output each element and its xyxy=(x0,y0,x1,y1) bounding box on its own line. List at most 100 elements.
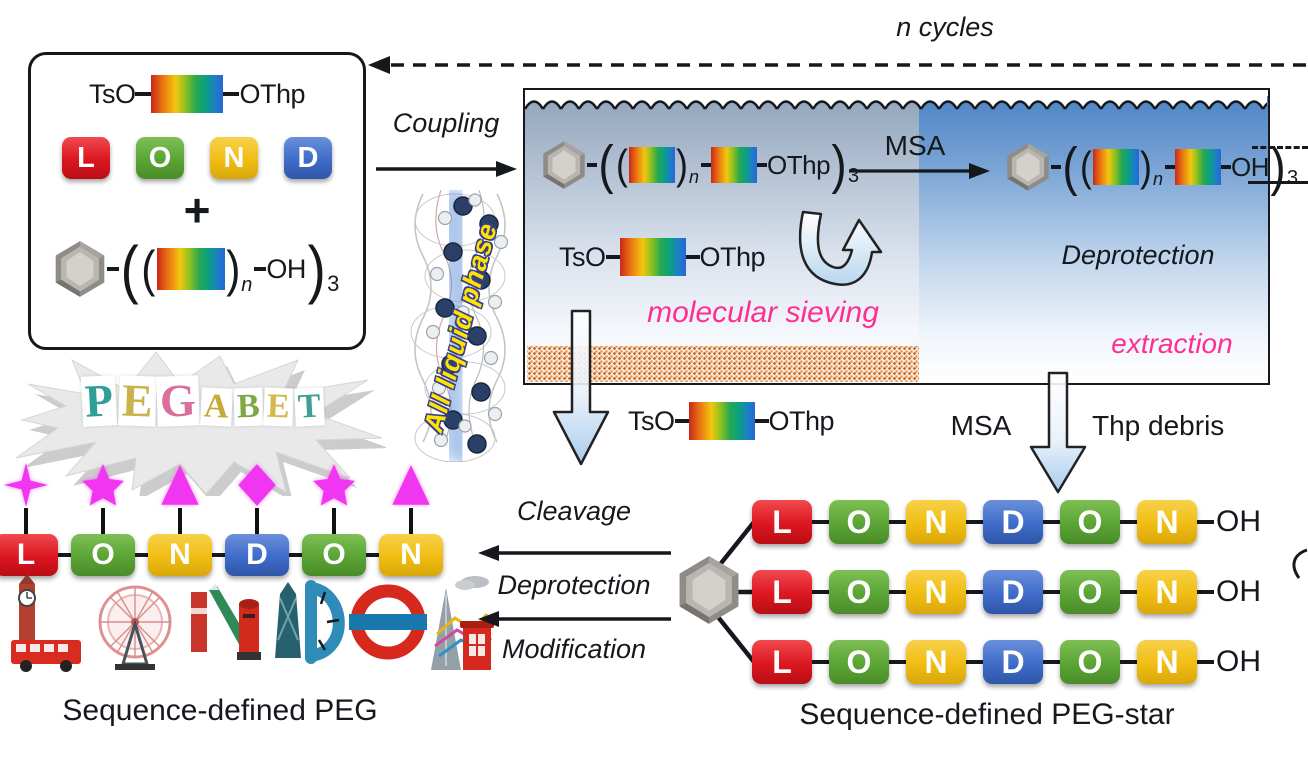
bond xyxy=(58,553,71,557)
oh-end-label: OH xyxy=(1216,575,1261,608)
monomer-block-O: O xyxy=(829,570,889,614)
bond xyxy=(254,267,267,271)
oh-label: OH xyxy=(1231,151,1270,182)
triangle-icon xyxy=(392,465,430,505)
oh-end-label: OH xyxy=(1216,645,1261,678)
bond xyxy=(966,520,983,524)
marker-stem xyxy=(255,508,259,534)
star-icon xyxy=(82,464,124,506)
monomer-block-O: O xyxy=(1060,570,1120,614)
bond xyxy=(223,92,240,96)
modification-label: Modification xyxy=(501,634,647,664)
arm-count-subscript: 3 xyxy=(327,271,340,296)
extraction-down-arrow xyxy=(1029,371,1087,494)
chain-unit: L xyxy=(0,462,58,576)
carbon-atoms xyxy=(435,196,499,454)
monomer-block-O: O xyxy=(829,640,889,684)
monomer-block-D: D xyxy=(983,500,1043,544)
pegabet-letter: A xyxy=(199,387,233,427)
monomer-block-L: L xyxy=(752,500,812,544)
marker-stem xyxy=(24,508,28,534)
inner-bracket-right: ) xyxy=(225,241,240,297)
pegabet-letter: B xyxy=(232,387,263,427)
coupling-label: Coupling xyxy=(392,108,500,138)
outer-bracket-left: ( xyxy=(120,233,139,305)
msa-arrow xyxy=(849,163,990,179)
inner-bracket-left: ( xyxy=(141,241,156,297)
bond xyxy=(1221,165,1231,169)
n-cycles-label: n cycles xyxy=(896,12,994,42)
removed-monomer-formula: TsO OThp xyxy=(628,402,835,440)
caption-sequence-defined-peg-star: Sequence-defined PEG-star xyxy=(799,698,1175,731)
star-core-formula: ( ( ) n OH ) 3 xyxy=(31,237,363,301)
peg-segment-block xyxy=(156,248,225,290)
repeat-subscript: n xyxy=(241,274,253,296)
bond xyxy=(1120,590,1137,594)
london-art-letter-N-chimney-umbrella-postbox xyxy=(191,584,261,660)
reactant-box: TsO OThp L O N D + ( ( ) n xyxy=(28,52,366,350)
bond xyxy=(757,163,767,167)
bond xyxy=(106,267,119,271)
peg-segment-block xyxy=(619,238,686,276)
peg-segment-block xyxy=(711,147,757,183)
bond xyxy=(1197,520,1214,524)
pegabet-letter: T xyxy=(293,387,325,427)
vessel-monomer-formula: TsO OThp xyxy=(559,238,766,276)
msa-reagent-label: MSA xyxy=(884,130,946,161)
coupled-product-formula: ( ( ) n OThp ) 3 xyxy=(541,138,861,192)
monomer-block-L: L xyxy=(752,640,812,684)
chain-unit: N xyxy=(148,462,212,576)
bond xyxy=(1165,165,1175,169)
bond xyxy=(701,163,711,167)
arm-count-subscript: 3 xyxy=(1286,167,1299,189)
chain-unit: N xyxy=(379,462,443,576)
monomer-block-O: O xyxy=(136,137,184,179)
london-landmark-art xyxy=(11,574,494,672)
outer-bracket-left: ( xyxy=(598,135,614,195)
bond xyxy=(135,92,152,96)
monomer-formula: TsO OThp xyxy=(31,75,363,113)
othp-label: OThp xyxy=(239,78,306,109)
pegabet-letter: E xyxy=(263,387,294,427)
marker-stem xyxy=(409,508,413,534)
othp-label: OThp xyxy=(768,405,835,436)
repeat-subscript: n xyxy=(1152,169,1163,189)
peg-core-icon xyxy=(1007,143,1049,191)
monomer-block-N: N xyxy=(210,137,258,179)
outer-bracket-right: ) xyxy=(307,233,326,305)
star-icon xyxy=(313,464,355,506)
chain-unit: O xyxy=(302,462,366,576)
inner-bracket-left: ( xyxy=(1080,143,1092,190)
bond xyxy=(1197,660,1214,664)
u-turn-recycle-arrow xyxy=(798,210,883,286)
pegabet-letter: P xyxy=(81,374,118,427)
bond xyxy=(605,255,620,259)
msa-waste-label: MSA xyxy=(950,410,1012,441)
peg-core-icon xyxy=(679,556,739,624)
bond xyxy=(1051,165,1061,169)
incoming-arrow-curve xyxy=(1292,548,1308,579)
recycle-dashed-link xyxy=(1252,146,1308,149)
hydrogen-atoms xyxy=(425,193,509,448)
chain-unit: O xyxy=(71,462,135,576)
monomer-block-O: O xyxy=(302,534,366,576)
triangle-icon xyxy=(161,465,199,505)
oh-end-label: OH xyxy=(1216,505,1261,538)
chain-unit: D xyxy=(225,462,289,576)
bond xyxy=(212,553,225,557)
sieving-down-arrow xyxy=(552,309,610,466)
monomer-block-N: N xyxy=(379,534,443,576)
caption-sequence-defined-peg: Sequence-defined PEG xyxy=(62,694,378,727)
polymer-molecular-model xyxy=(410,190,509,462)
othp-label: OThp xyxy=(699,241,766,272)
monomer-block-D: D xyxy=(983,570,1043,614)
deprotection-step-label: Deprotection xyxy=(497,570,651,600)
cleavage-arrow xyxy=(478,545,671,561)
monomer-block-L: L xyxy=(0,534,58,576)
tso-label: TsO xyxy=(88,78,136,109)
inner-bracket-right: ) xyxy=(1140,143,1152,190)
bond xyxy=(966,590,983,594)
monomer-block-L: L xyxy=(752,570,812,614)
letter-block-row: L O N D xyxy=(31,137,363,179)
cleavage-label: Cleavage xyxy=(516,496,632,526)
